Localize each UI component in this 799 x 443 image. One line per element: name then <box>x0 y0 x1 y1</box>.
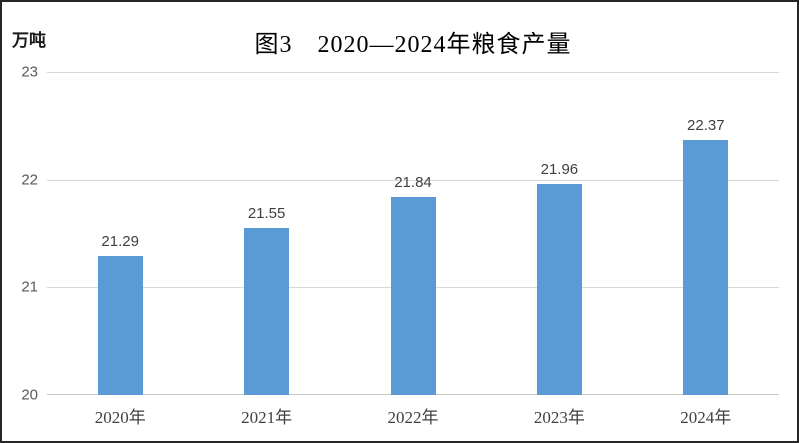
chart-title: 图3 2020—2024年粮食产量 <box>254 32 572 58</box>
bar-2022年 <box>390 196 436 395</box>
x-tick-label: 2023年 <box>533 408 585 427</box>
plot-area: 21.29 21.55 21.84 21.96 22.37 <box>47 72 779 395</box>
x-tick-label: 2022年 <box>387 408 439 427</box>
bar-2024年 <box>683 139 729 395</box>
bar-2023年 <box>536 183 582 395</box>
x-tick-label: 2020年 <box>94 408 146 427</box>
data-label: 21.84 <box>394 173 432 191</box>
data-label: 21.55 <box>247 205 286 223</box>
gridline <box>47 179 779 181</box>
gridline <box>47 72 779 73</box>
data-label: 21.29 <box>101 233 139 251</box>
y-axis-unit-label: 万吨 <box>12 31 46 50</box>
y-tick-label: 22 <box>21 171 38 189</box>
data-label: 21.96 <box>540 160 579 178</box>
y-tick-label: 21 <box>21 278 38 296</box>
x-tick-label: 2024年 <box>680 408 732 427</box>
x-axis: 2020年 2021年 2022年 2023年 2024年 <box>47 403 779 433</box>
y-axis: 20 21 22 23 <box>2 64 38 404</box>
bar-2020年 <box>97 256 143 395</box>
y-tick-label: 23 <box>21 63 38 81</box>
x-tick-label: 2021年 <box>241 408 293 427</box>
bar-2021年 <box>244 228 290 395</box>
data-label: 22.37 <box>687 116 725 134</box>
y-tick-label: 20 <box>21 386 38 404</box>
